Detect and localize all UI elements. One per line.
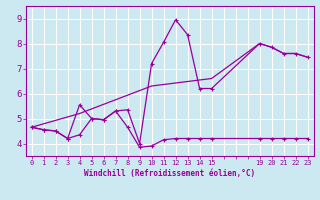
- X-axis label: Windchill (Refroidissement éolien,°C): Windchill (Refroidissement éolien,°C): [84, 169, 255, 178]
